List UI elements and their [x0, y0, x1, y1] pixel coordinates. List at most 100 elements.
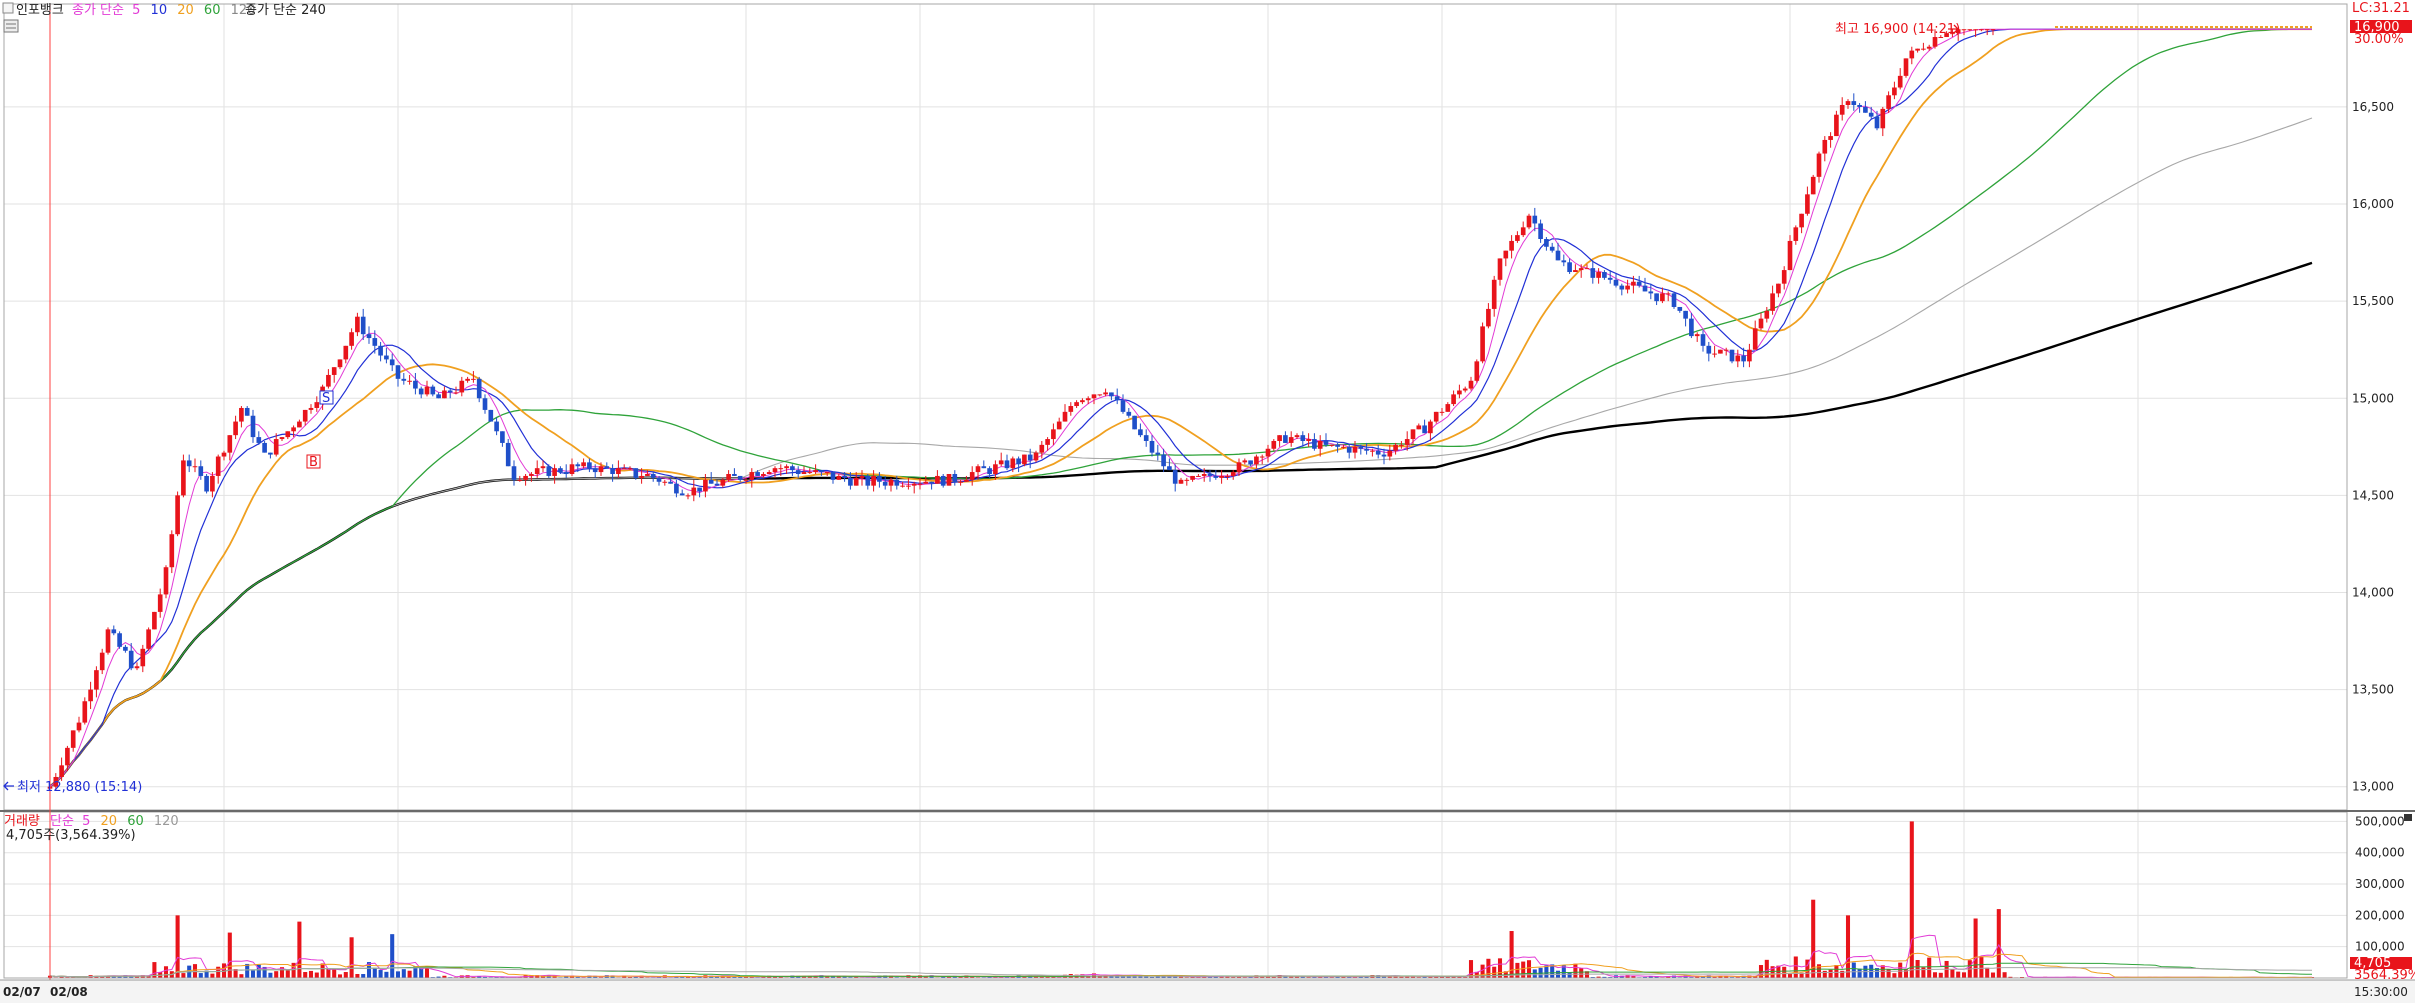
- ma20-line: [49, 28, 2312, 788]
- candle-body: [1306, 439, 1311, 441]
- candle-body: [407, 380, 412, 382]
- candle-body: [1735, 355, 1741, 362]
- volume-bar: [1816, 964, 1822, 978]
- panel-minimize-icon[interactable]: [2404, 814, 2412, 821]
- candle-body: [192, 466, 198, 468]
- candle-body: [1016, 458, 1021, 465]
- volume-bar: [1225, 975, 1230, 978]
- candle-body: [819, 470, 824, 473]
- buy-signal-icon[interactable]: [306, 454, 321, 469]
- volume-bar: [1857, 968, 1862, 978]
- candle-body: [482, 398, 488, 410]
- volume-bar: [1028, 975, 1033, 978]
- candle-body: [633, 468, 639, 478]
- candle-body: [1816, 153, 1822, 177]
- volume-bar: [1915, 960, 1920, 978]
- price-ma-legend[interactable]: 종가 단순 5 10 20 60 120: [72, 3, 255, 18]
- candle-body: [1625, 285, 1630, 290]
- candle-body: [1573, 270, 1578, 273]
- legend-toggle-icon[interactable]: [2, 2, 14, 14]
- volume-bar: [262, 966, 267, 978]
- candle-body: [1979, 29, 1984, 31]
- candle-body: [1486, 308, 1491, 327]
- candle-body: [1167, 466, 1172, 471]
- candle-body: [146, 629, 151, 649]
- candle-body: [1074, 402, 1079, 407]
- volume-bar: [407, 970, 412, 978]
- volume-tick-label: 400,000: [2355, 846, 2405, 860]
- volume-bar: [2008, 976, 2013, 978]
- volume-tick-label: 500,000: [2355, 814, 2405, 828]
- volume-bar: [1010, 976, 1015, 978]
- price-tick-label: 13,500: [2352, 683, 2394, 697]
- candle-body: [285, 431, 291, 438]
- volume-bar: [105, 975, 111, 978]
- high-annotation: 최고 16,900 (14:21): [1835, 22, 1960, 37]
- candle-body: [1172, 470, 1178, 484]
- volume-bar: [337, 974, 343, 978]
- candle-body: [1718, 349, 1723, 354]
- vol-ma5-label: 5: [82, 814, 90, 829]
- volume-bar: [941, 976, 946, 978]
- volume-bar: [1718, 976, 1723, 978]
- candle-body: [1938, 37, 1944, 39]
- volume-bar: [1845, 915, 1851, 978]
- low-arrow-icon: [3, 781, 14, 791]
- candle-body: [1497, 258, 1503, 280]
- candle-body: [998, 460, 1004, 465]
- volume-bar: [1799, 972, 1804, 978]
- candle-body: [1451, 394, 1456, 405]
- volume-bar: [946, 976, 952, 978]
- candle-body: [940, 475, 946, 486]
- volume-bar: [575, 976, 580, 978]
- stock-name[interactable]: 인포뱅크: [16, 3, 64, 18]
- ma60-label: 60: [204, 3, 221, 18]
- volume-bar: [1039, 976, 1044, 978]
- volume-legend[interactable]: 거래량 단순 5 20 60 120: [4, 814, 179, 829]
- volume-bar: [1045, 976, 1050, 978]
- volume-bar: [1097, 976, 1102, 978]
- candle-body: [1648, 291, 1654, 294]
- volume-bar: [1764, 959, 1769, 978]
- volume-bar: [1161, 976, 1166, 978]
- candle-body: [1103, 392, 1108, 395]
- volume-bar: [1300, 976, 1305, 978]
- candle-body: [1196, 475, 1201, 477]
- sell-signal-icon[interactable]: [319, 390, 334, 405]
- settings-icon[interactable]: [3, 19, 19, 33]
- candle-body: [1213, 475, 1219, 478]
- candle-body: [1161, 454, 1166, 467]
- candle-body: [1422, 425, 1427, 434]
- candle-body: [1132, 415, 1137, 430]
- candle-body: [465, 378, 470, 381]
- candle-body: [117, 633, 122, 647]
- volume-bar: [1990, 972, 1996, 978]
- volume-bar: [140, 975, 145, 978]
- candle-body: [1642, 285, 1648, 292]
- candle-body: [1665, 293, 1671, 295]
- volume-bar: [1573, 963, 1578, 978]
- candle-body: [958, 481, 963, 483]
- candle-body: [743, 479, 749, 481]
- candle-body: [215, 456, 221, 476]
- candle-body: [1375, 450, 1381, 455]
- candle-body: [128, 650, 134, 669]
- candle-body: [848, 477, 853, 486]
- candle-body: [1480, 326, 1485, 362]
- candle-body: [761, 474, 766, 476]
- candle-body: [1654, 293, 1659, 302]
- volume-bar: [1544, 965, 1549, 978]
- candle-body: [1729, 349, 1735, 362]
- candle-body: [1839, 104, 1845, 115]
- ma240-legend[interactable]: 종가 단순 240: [245, 3, 326, 18]
- grid-lines: [4, 4, 2347, 978]
- volume-bar: [1973, 918, 1978, 978]
- candle-body: [1283, 435, 1288, 443]
- candle-body: [1138, 429, 1143, 436]
- volume-bar: [390, 934, 395, 978]
- candle-body: [1010, 458, 1016, 469]
- candle-body: [1921, 48, 1926, 50]
- candle-body: [1515, 235, 1520, 241]
- candle-body: [737, 475, 743, 480]
